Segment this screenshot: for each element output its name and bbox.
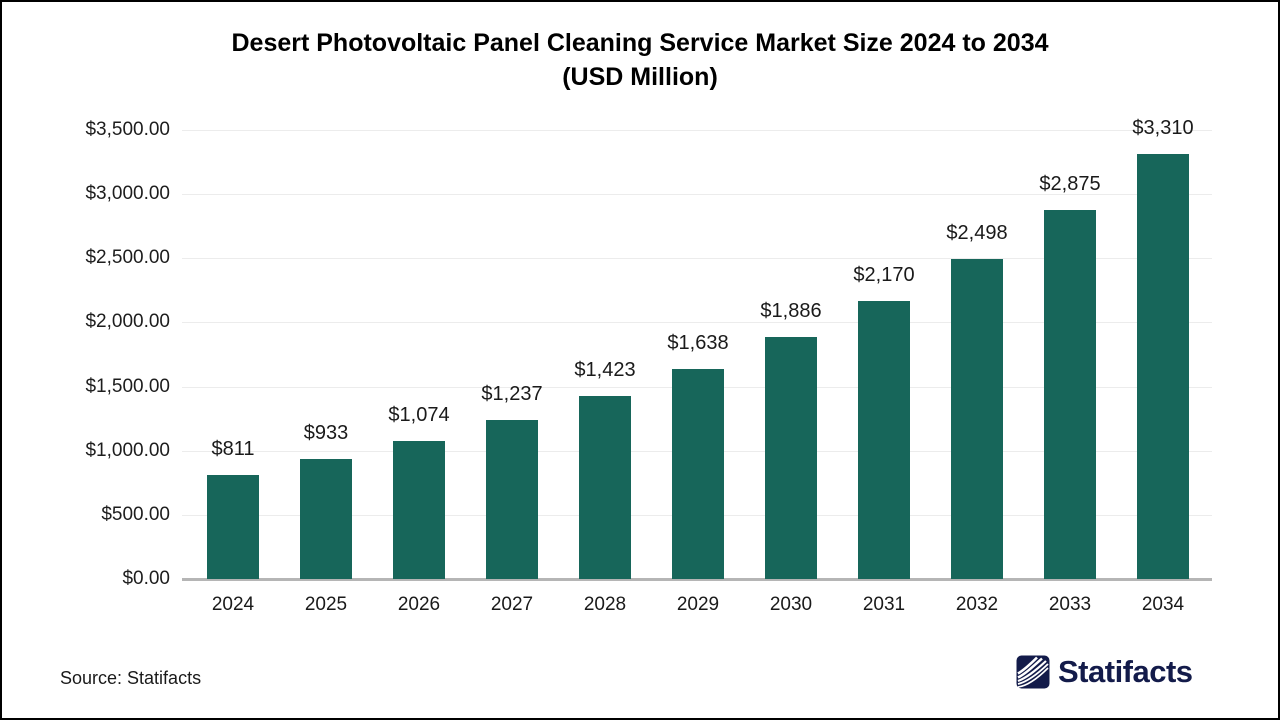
source-note: Source: Statifacts: [60, 668, 202, 688]
bar-2029: [672, 369, 724, 579]
x-tick-label-2027: 2027: [490, 594, 534, 615]
bar-2026: [393, 441, 445, 579]
bar-2034: [1137, 154, 1189, 579]
bar-value-label-2027: $1,237: [481, 383, 543, 405]
gridline: [182, 258, 1212, 260]
bar-value-label-2026: $1,074: [388, 404, 450, 426]
gridline: [182, 130, 1212, 131]
chart-title-line-1: Desert Photovoltaic Panel Cleaning Servi…: [231, 29, 1049, 57]
brand-name: Statifacts: [1058, 654, 1193, 689]
brand-lockup: Statifacts: [1016, 654, 1193, 690]
chart-title: Desert Photovoltaic Panel Cleaning Servi…: [2, 26, 1278, 94]
bar-value-label-2032: $2,498: [946, 222, 1008, 244]
x-tick-label-2026: 2026: [397, 594, 441, 615]
x-tick-label-2030: 2030: [769, 594, 813, 615]
bar-value-label-2029: $1,638: [667, 332, 729, 354]
bar-2024: [207, 475, 259, 579]
y-tick-label: $1,500.00: [85, 375, 170, 397]
x-tick-label-2029: 2029: [676, 594, 720, 615]
y-tick-label: $2,000.00: [85, 311, 170, 333]
bar-2033: [1044, 210, 1096, 579]
x-tick-label-2024: 2024: [211, 594, 255, 615]
bar-2031: [858, 301, 910, 579]
bar-value-label-2033: $2,875: [1039, 173, 1101, 195]
bar-2032: [951, 259, 1003, 579]
y-tick-label: $0.00: [122, 568, 170, 589]
bar-value-label-2031: $2,170: [853, 264, 915, 286]
bar-2028: [579, 396, 631, 579]
x-tick-label-2028: 2028: [583, 594, 627, 615]
bar-value-label-2028: $1,423: [574, 359, 636, 381]
y-tick-label: $3,000.00: [85, 183, 170, 205]
bar-value-label-2025: $933: [303, 422, 349, 444]
y-tick-label: $500.00: [101, 503, 170, 525]
bar-2025: [300, 459, 352, 579]
x-tick-label-2025: 2025: [304, 594, 348, 615]
y-tick-label: $2,500.00: [85, 247, 170, 269]
y-tick-label: $3,500.00: [85, 119, 170, 140]
statifacts-logo-waves-icon: [1016, 655, 1050, 689]
x-tick-label-2033: 2033: [1048, 594, 1092, 615]
gridline: [182, 322, 1212, 324]
y-tick-label: $1,000.00: [85, 439, 170, 461]
gridline: [182, 194, 1212, 196]
x-tick-label-2032: 2032: [955, 594, 999, 615]
bar-2027: [486, 420, 538, 579]
bar-2030: [765, 337, 817, 579]
x-axis-baseline: [182, 578, 1212, 581]
x-tick-label-2034: 2034: [1141, 594, 1185, 615]
bar-value-label-2030: $1,886: [760, 300, 822, 322]
x-tick-label-2031: 2031: [862, 594, 906, 615]
bar-value-label-2024: $811: [211, 438, 255, 460]
bar-value-label-2034: $3,310: [1132, 117, 1194, 139]
chart-title-line-2: (USD Million): [562, 63, 718, 91]
